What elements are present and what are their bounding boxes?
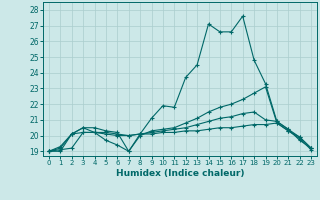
X-axis label: Humidex (Indice chaleur): Humidex (Indice chaleur) (116, 169, 244, 178)
